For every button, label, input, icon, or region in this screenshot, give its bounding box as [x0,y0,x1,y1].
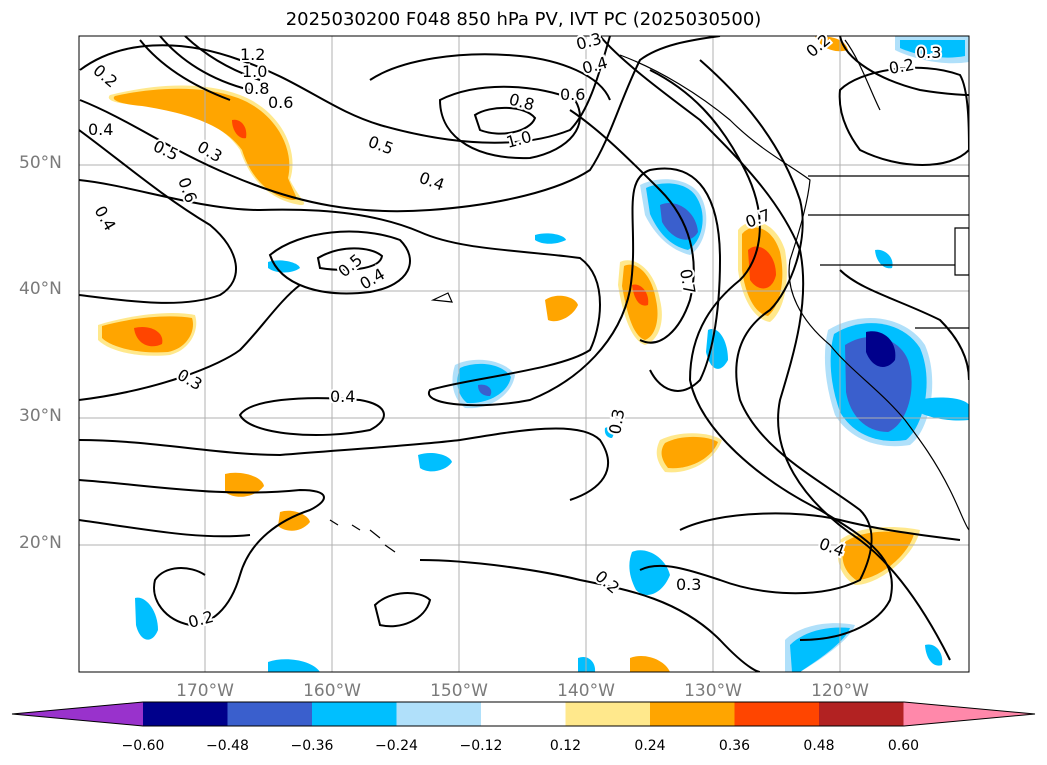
contour-label: 0.8 [244,79,269,98]
negative-anomaly-shading [135,36,969,672]
lon-label-160w: 160°W [303,681,361,701]
lat-label-50n: 50°N [19,153,62,173]
colorbar-tick-label: 0.48 [803,738,835,754]
lon-label-170w: 170°W [176,681,234,701]
contour-label: 1.2 [240,45,265,64]
lon-label-130w: 130°W [684,681,742,701]
colorbar-tick-label: −0.60 [121,738,165,754]
colorbar-tick-label: −0.36 [290,738,334,754]
contour-label: 1.0 [242,62,267,81]
colorbar-tick-label: 0.12 [549,738,582,754]
colorbar-cell [650,702,735,726]
contour-label: 0.4 [88,120,113,139]
coastlines [329,39,969,553]
colorbar-cell [227,702,313,726]
contour-label: 0.4 [330,387,355,406]
colorbar-cell [312,702,397,726]
pv-contours [79,36,969,672]
lat-label-40n: 40°N [19,279,62,299]
colorbar-tick-label: −0.12 [459,738,503,754]
lon-label-150w: 150°W [430,681,488,701]
colorbar-cell [565,702,651,726]
colorbar-tick-label: 0.36 [718,738,751,754]
colorbar-cell [396,702,482,726]
colorbar-tick-label: 0.60 [887,738,920,754]
colorbar [11,701,1036,727]
colorbar-cell [143,702,228,726]
lon-label-140w: 140°W [557,681,615,701]
map-frame [78,35,970,673]
colorbar-cell [734,702,820,726]
graticule [79,36,969,672]
colorbar-tick-label: −0.24 [375,738,418,754]
lat-label-20n: 20°N [19,533,62,553]
colorbar-tick-label: 0.24 [634,738,666,754]
colorbar-cell [903,702,1035,726]
contour-label: 0.6 [560,85,585,104]
map-panel: 1.2 1.0 0.8 0.6 0.2 0.4 0.5 0.3 0.6 0.4 … [78,27,970,673]
colorbar-cell [819,702,904,726]
map-title: 2025030200 F048 850 hPa PV, IVT PC (2025… [285,9,762,30]
contour-label: 0.3 [916,43,941,62]
colorbar-cell [481,702,566,726]
lat-label-30n: 30°N [19,406,62,426]
positive-anomaly-shading [98,36,920,672]
contour-label: 0.6 [268,93,293,112]
lon-label-120w: 120°W [811,681,869,701]
colorbar-tick-label: −0.48 [206,738,249,754]
contour-label: 0.3 [676,575,701,594]
colorbar-cell [12,702,143,726]
